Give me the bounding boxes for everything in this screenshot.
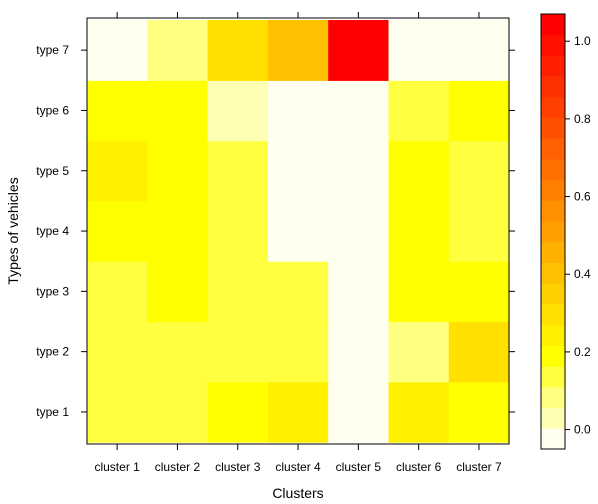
colorbar-segment (541, 179, 565, 201)
y-tick-label: type 1 (36, 405, 69, 419)
colorbar-segment (541, 221, 565, 243)
y-tick-label: type 7 (36, 43, 69, 57)
heatmap-cell (207, 381, 269, 443)
heatmap-cell (267, 20, 329, 81)
heatmap-cells (87, 20, 510, 443)
heatmap-cell (147, 20, 209, 81)
heatmap-cell (147, 381, 209, 443)
colorbar-segment (541, 241, 565, 263)
heatmap-cell (267, 261, 329, 323)
heatmap-cell (267, 140, 329, 202)
heatmap-cell (328, 200, 390, 262)
heatmap-cell (267, 381, 329, 443)
heatmap-cell (87, 200, 148, 262)
heatmap-cell (87, 261, 148, 323)
heatmap-cell (87, 321, 148, 383)
colorbar-segment (541, 55, 565, 77)
x-tick-label: cluster 6 (396, 460, 442, 474)
heatmap-cell (448, 80, 510, 142)
heatmap-cell (328, 140, 390, 202)
heatmap-cell (87, 80, 148, 142)
colorbar-frame (540, 13, 566, 450)
heatmap-cell (147, 321, 209, 383)
heatmap-cell (388, 80, 450, 142)
colorbar-segment (541, 345, 565, 367)
colorbar-segment (541, 76, 565, 98)
heatmap-cell (388, 20, 450, 81)
colorbar-segment (541, 200, 565, 222)
heatmap-cell (87, 20, 148, 81)
colorbar-tick-label: 0.0 (574, 423, 591, 437)
x-tick-label: cluster 5 (336, 460, 382, 474)
heatmap-cell (448, 261, 510, 323)
heatmap-cell (207, 20, 269, 81)
y-tick-label: type 4 (36, 224, 69, 238)
x-tick-label: cluster 3 (215, 460, 261, 474)
colorbar-segment (541, 262, 565, 284)
x-tick-label: cluster 7 (456, 460, 502, 474)
colorbar-tick-label: 0.6 (574, 190, 591, 204)
heatmap-cell (87, 381, 148, 443)
heatmap-cell (448, 20, 510, 81)
colorbar-segment (541, 428, 565, 450)
colorbar-segment (541, 304, 565, 326)
heatmap-cell (267, 200, 329, 262)
heatmap-cell (207, 80, 269, 142)
x-axis-title: Clusters (272, 485, 323, 501)
colorbar-segment (541, 117, 565, 139)
colorbar-tick-label: 0.2 (574, 345, 591, 359)
heatmap-cell (448, 381, 510, 443)
heatmap-cell (207, 261, 269, 323)
heatmap-cell (147, 140, 209, 202)
colorbar-segment (541, 283, 565, 305)
heatmap-cell (388, 200, 450, 262)
colorbar-segment (541, 138, 565, 160)
y-tick-label: type 2 (36, 345, 69, 359)
colorbar-tick-label: 0.8 (574, 112, 591, 126)
heatmap-cell (147, 261, 209, 323)
x-tick-label: cluster 4 (275, 460, 321, 474)
heatmap-cell (328, 20, 390, 81)
y-tick-label: type 5 (36, 164, 69, 178)
x-tick-label: cluster 1 (94, 460, 140, 474)
heatmap-cell (147, 200, 209, 262)
heatmap-cell (267, 321, 329, 383)
colorbar-segment (541, 366, 565, 388)
colorbar-segment (541, 159, 565, 181)
colorbar: 0.0 0.2 0.4 0.6 0.8 1.0 (540, 13, 591, 450)
heatmap-cell (388, 381, 450, 443)
heatmap-cell (147, 80, 209, 142)
heatmap-cell (388, 321, 450, 383)
heatmap-cell (207, 200, 269, 262)
x-tick-label: cluster 2 (155, 460, 201, 474)
heatmap-cell (328, 261, 390, 323)
heatmap-cell (207, 140, 269, 202)
colorbar-tick-label: 1.0 (574, 34, 591, 48)
heatmap-cell (448, 140, 510, 202)
heatmap-cell (448, 321, 510, 383)
heatmap-cell (448, 200, 510, 262)
colorbar-segment (541, 324, 565, 346)
colorbar-segment (541, 407, 565, 429)
heatmap-cell (207, 321, 269, 383)
axes: cluster 1 cluster 2 cluster 3 cluster 4 clus… (36, 12, 515, 474)
heatmap-cell (328, 321, 390, 383)
heatmap-cell (328, 80, 390, 142)
heatmap-cell (87, 140, 148, 202)
colorbar-segment (541, 34, 565, 56)
heatmap-cell (267, 80, 329, 142)
y-axis-title: Types of vehicles (5, 177, 21, 284)
colorbar-segment (541, 386, 565, 408)
y-tick-label: type 3 (36, 284, 69, 298)
colorbar-segment (541, 96, 565, 118)
heatmap-cell (328, 381, 390, 443)
y-tick-label: type 6 (36, 103, 69, 117)
heatmap-cell (388, 261, 450, 323)
colorbar-segment (541, 14, 565, 36)
colorbar-tick-label: 0.4 (574, 267, 591, 281)
heatmap-cell (388, 140, 450, 202)
